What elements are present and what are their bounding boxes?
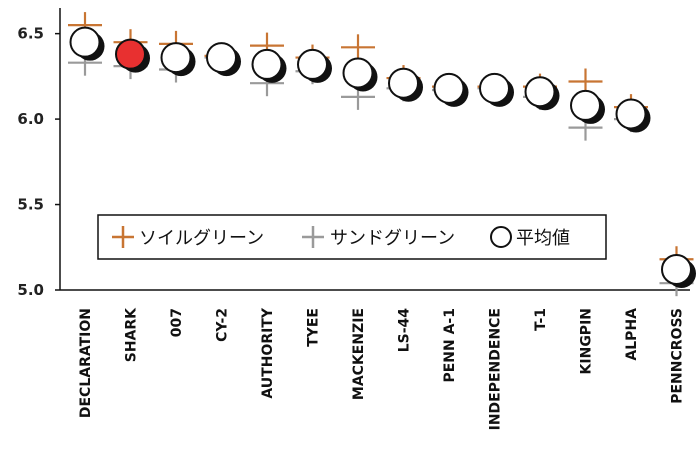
y-tick-label: 6.5 (17, 25, 44, 43)
legend-sand-green-label: サンドグリーン (330, 228, 455, 249)
category-label: PENN A-1 (442, 308, 458, 383)
average-point (297, 48, 328, 80)
category-label: PENNCROSS (670, 308, 686, 404)
category-label: DECLARATION (78, 308, 94, 418)
average-point (69, 26, 101, 58)
category-label: AUTHORITY (260, 307, 276, 398)
legend-average-marker (490, 226, 512, 248)
average-point (206, 42, 237, 74)
average-point (160, 42, 192, 74)
legend: ソイルグリーン サンドグリーン 平均値 (97, 214, 607, 260)
category-label: 007 (169, 308, 185, 337)
axes: 5.0 5.5 6.0 6.5 (17, 8, 690, 299)
average-point (433, 72, 465, 104)
category-label: LS-44 (397, 308, 413, 353)
category-label: ALPHA (624, 308, 640, 361)
category-label: MACKENZIE (351, 308, 367, 400)
category-label: CY-2 (215, 308, 231, 342)
average-point (479, 72, 510, 104)
legend-box (97, 214, 607, 260)
average-point (524, 76, 556, 108)
category-labels: DECLARATION SHARK 007 CY-2 AUTHORITY TYEE MACK… (78, 307, 686, 431)
legend-average-label: 平均値 (516, 228, 570, 249)
chart-marks (68, 12, 696, 297)
category-label: INDEPENDENCE (488, 308, 504, 430)
legend-soil-green-label: ソイルグリーン (139, 228, 264, 249)
category-label: T-1 (533, 308, 549, 331)
average-point (661, 253, 692, 285)
average-point (615, 98, 647, 130)
category-label: SHARK (124, 307, 140, 362)
average-point (342, 57, 374, 89)
category-label: KINGPIN (579, 308, 595, 374)
average-point (388, 67, 419, 99)
y-tick-label: 5.5 (17, 196, 44, 214)
category-label: TYEE (306, 308, 322, 347)
average-point (115, 38, 146, 70)
y-tick-label: 6.0 (17, 110, 44, 128)
average-point (570, 89, 601, 121)
average-point (251, 48, 283, 80)
y-tick-label: 5.0 (17, 281, 44, 299)
